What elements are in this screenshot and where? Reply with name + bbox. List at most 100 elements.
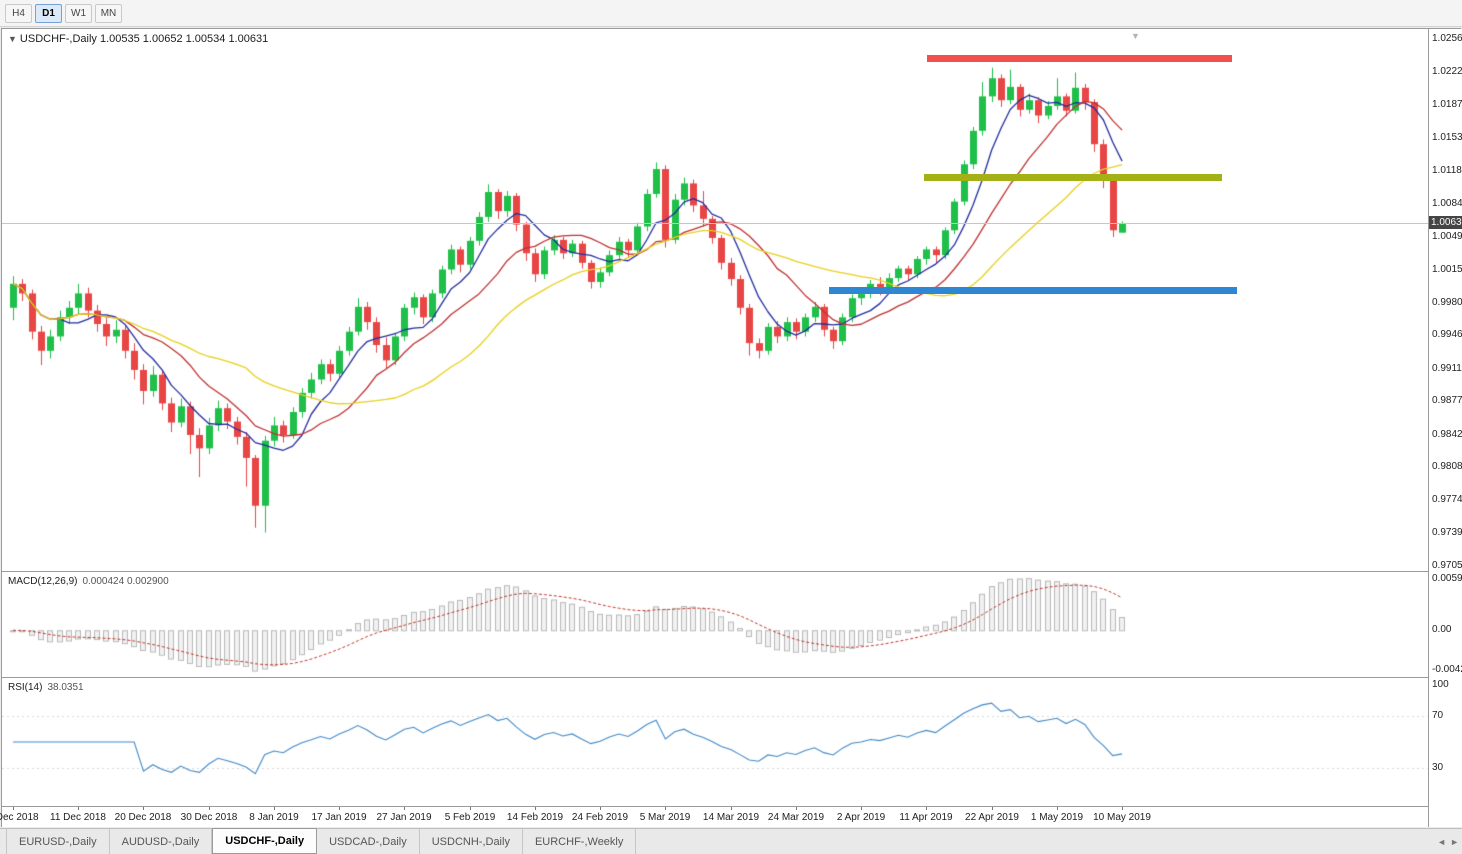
chart-ohlc-values: 1.00535 1.00652 1.00534 1.00631 bbox=[99, 33, 269, 45]
chart-tab-usdcad[interactable]: USDCAD-,Daily bbox=[317, 829, 420, 854]
date-axis-label: 2 Dec 2018 bbox=[0, 812, 39, 823]
chart-tab-usdchf[interactable]: USDCHF-,Daily bbox=[212, 828, 318, 854]
tab-scroll-arrows: ◄ ► bbox=[1437, 829, 1459, 854]
date-axis-label: 30 Dec 2018 bbox=[180, 812, 238, 823]
macd-values: 0.000424 0.002900 bbox=[82, 576, 169, 587]
date-axis-label: 22 Apr 2019 bbox=[965, 812, 1019, 823]
time-axis-tick bbox=[992, 807, 993, 810]
scroll-to-end-marker-icon[interactable]: ▼ bbox=[1131, 31, 1140, 41]
price-axis-label: 1.01870 bbox=[1432, 99, 1462, 110]
date-axis-label: 11 Dec 2018 bbox=[50, 812, 106, 823]
current-price-badge: 1.00631 bbox=[1429, 216, 1462, 229]
chart-symbol-label: USDCHF-,Daily bbox=[19, 33, 97, 45]
time-axis-tick bbox=[665, 807, 666, 810]
rsi-label: RSI(14) 38.0351 bbox=[8, 682, 84, 693]
rsi-value: 38.0351 bbox=[47, 682, 84, 693]
chart-tab-eurusd[interactable]: EURUSD-,Daily bbox=[6, 829, 110, 854]
date-axis-label: 11 Apr 2019 bbox=[899, 812, 953, 823]
timeframe-button-w1[interactable]: W1 bbox=[65, 3, 92, 23]
time-axis-separator bbox=[2, 806, 1460, 807]
time-axis-tick bbox=[143, 807, 144, 810]
chart-tab-eurchf[interactable]: EURCHF-,Weekly bbox=[523, 829, 637, 854]
time-axis-tick bbox=[78, 807, 79, 810]
timeframe-button-d1[interactable]: D1 bbox=[35, 3, 62, 23]
chart-window: ▼ USDCHF-,Daily 1.00535 1.00652 1.00534 1… bbox=[0, 28, 1462, 827]
time-axis-tick bbox=[209, 807, 210, 810]
date-axis-label: 27 Jan 2019 bbox=[376, 812, 432, 823]
time-axis-tick bbox=[404, 807, 405, 810]
chart-title: ▼ USDCHF-,Daily 1.00535 1.00652 1.00534 1… bbox=[8, 33, 268, 45]
pane-separator[interactable] bbox=[2, 571, 1460, 572]
tab-label: EURCHF-,Weekly bbox=[534, 835, 624, 848]
tab-label: AUDUSD-,Daily bbox=[121, 835, 200, 848]
time-axis-tick bbox=[796, 807, 797, 810]
tab-scroll-right-icon[interactable]: ► bbox=[1450, 837, 1459, 847]
price-axis-separator bbox=[1428, 29, 1429, 827]
timeframe-button-h4[interactable]: H4 bbox=[5, 3, 32, 23]
tab-label: USDCAD-,Daily bbox=[329, 835, 407, 848]
price-axis-label: 1.01530 bbox=[1432, 132, 1462, 143]
time-axis-tick bbox=[926, 807, 927, 810]
date-axis-label: 14 Mar 2019 bbox=[702, 812, 760, 823]
timeframe-toolbar: H4 D1 W1 MN bbox=[0, 0, 1462, 27]
time-axis-tick bbox=[600, 807, 601, 810]
main-chart-canvas[interactable] bbox=[2, 29, 1428, 571]
time-axis-tick bbox=[274, 807, 275, 810]
price-axis-label: 1.02220 bbox=[1432, 66, 1462, 77]
time-axis-tick bbox=[1057, 807, 1058, 810]
rsi-indicator-canvas[interactable] bbox=[2, 678, 1428, 806]
date-axis-label: 14 Feb 2019 bbox=[506, 812, 564, 823]
time-axis-tick bbox=[1122, 807, 1123, 810]
pane-separator[interactable] bbox=[2, 677, 1460, 678]
rsi-name: RSI(14) bbox=[8, 682, 43, 693]
time-axis[interactable]: 2 Dec 2018 11 Dec 2018 20 Dec 2018 30 Dec 2… bbox=[0, 807, 1428, 827]
price-axis[interactable]: 1.00631 1.02560 1.02220 1.01870 1.01530 1.01… bbox=[1429, 29, 1462, 827]
price-axis-label: 0.00597 bbox=[1432, 573, 1462, 584]
timeframe-button-mn[interactable]: MN bbox=[95, 3, 122, 23]
price-axis-label: 100 bbox=[1432, 679, 1449, 690]
time-axis-tick bbox=[339, 807, 340, 810]
time-axis-tick bbox=[470, 807, 471, 810]
date-axis-label: 10 May 2019 bbox=[1093, 812, 1151, 823]
chart-tab-audusd[interactable]: AUDUSD-,Daily bbox=[110, 829, 213, 854]
time-axis-tick bbox=[535, 807, 536, 810]
chart-tab-usdcnh[interactable]: USDCNH-,Daily bbox=[420, 829, 523, 854]
macd-label: MACD(12,26,9) 0.000424 0.002900 bbox=[8, 576, 169, 587]
tab-label: EURUSD-,Daily bbox=[19, 835, 97, 848]
price-axis-label: 30 bbox=[1432, 762, 1444, 773]
tab-label: USDCHF-,Daily bbox=[225, 835, 305, 847]
time-axis-tick bbox=[861, 807, 862, 810]
tab-scroll-left-icon[interactable]: ◄ bbox=[1437, 837, 1447, 847]
date-axis-label: 5 Mar 2019 bbox=[639, 812, 691, 823]
date-axis-label: 17 Jan 2019 bbox=[311, 812, 367, 823]
macd-name: MACD(12,26,9) bbox=[8, 576, 78, 587]
price-axis-label: 1.01180 bbox=[1432, 165, 1462, 176]
date-axis-label: 1 May 2019 bbox=[1030, 812, 1084, 823]
price-axis-label: 0.00 bbox=[1432, 624, 1452, 635]
time-axis-tick bbox=[13, 807, 14, 810]
date-axis-label: 8 Jan 2019 bbox=[249, 812, 299, 823]
date-axis-label: 24 Feb 2019 bbox=[571, 812, 629, 823]
date-axis-label: 20 Dec 2018 bbox=[114, 812, 172, 823]
date-axis-label: 2 Apr 2019 bbox=[836, 812, 886, 823]
tab-label: USDCNH-,Daily bbox=[431, 835, 510, 848]
chart-tabbar: EURUSD-,Daily AUDUSD-,Daily USDCHF-,Dail… bbox=[0, 828, 1462, 854]
time-axis-tick bbox=[731, 807, 732, 810]
chart-dropdown-icon: ▼ bbox=[8, 34, 17, 44]
price-axis-label: 70 bbox=[1432, 710, 1444, 721]
current-price-line bbox=[2, 223, 1428, 224]
macd-indicator-canvas[interactable] bbox=[2, 572, 1428, 677]
price-axis-label: 1.00490 bbox=[1432, 231, 1462, 242]
price-axis-label: -0.00424 bbox=[1432, 664, 1462, 675]
date-axis-label: 24 Mar 2019 bbox=[767, 812, 825, 823]
